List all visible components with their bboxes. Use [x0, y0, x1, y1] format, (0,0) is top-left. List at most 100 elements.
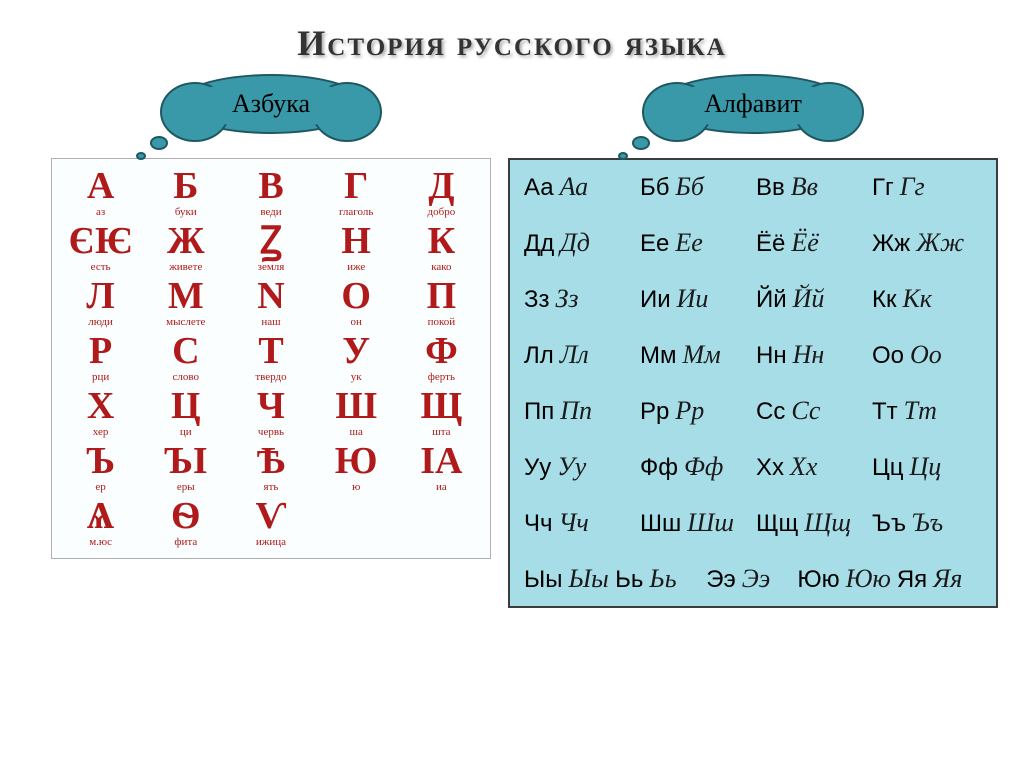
azbuka-panel: Азбука АазБбукиВведиГглагольДдоброЄѤесть…: [41, 74, 501, 608]
alphabet-print: Аа: [524, 174, 554, 202]
alphabet-print: Зз: [524, 286, 550, 314]
alphabet-cursive: Ээ: [742, 564, 771, 594]
azbuka-cell: Введи: [228, 167, 313, 218]
azbuka-cell: Щшта: [399, 387, 484, 438]
alphabet-cell: ЪъЪъ: [872, 508, 982, 538]
alphabet-print: Шш: [640, 510, 681, 538]
alphabet-cell: ПпПп: [524, 396, 634, 426]
alphabet-cursive: Ыы: [569, 564, 609, 594]
alphabet-cell: АаАа: [524, 172, 634, 202]
azbuka-letter: Б: [143, 167, 228, 205]
alphabet-print: Ъъ: [872, 510, 906, 538]
alphabet-cell: ЁёЁё: [756, 228, 866, 258]
azbuka-letter: П: [399, 277, 484, 315]
azbuka-letter: Г: [314, 167, 399, 205]
azbuka-letter: Л: [58, 277, 143, 315]
alphabet-cell: БбБб: [640, 172, 750, 202]
azbuka-letter-name: како: [399, 262, 484, 273]
azbuka-letter-name: есть: [58, 262, 143, 273]
alphabet-cursive: Юю: [846, 564, 891, 594]
alphabet-print: Дд: [524, 230, 554, 258]
azbuka-cell: Ъер: [58, 442, 143, 493]
alphabet-print: Фф: [640, 454, 678, 482]
azbuka-cell: Ккако: [399, 222, 484, 273]
azbuka-letter: Ш: [314, 387, 399, 425]
azbuka-cloud: Азбука: [176, 74, 366, 152]
alphabet-cell: ЕеЕе: [640, 228, 750, 258]
alphabet-cursive: Уу: [557, 452, 586, 482]
content-row: Азбука АазБбукиВведиГглагольДдоброЄѤесть…: [0, 74, 1024, 608]
alphabet-cursive: Чч: [559, 508, 589, 538]
alphabet-cursive: Пп: [560, 396, 592, 426]
alphabet-cursive: Вв: [791, 172, 818, 202]
azbuka-cell: Шша: [314, 387, 399, 438]
azbuka-cell: Сслово: [143, 332, 228, 383]
azbuka-letter: Н: [314, 222, 399, 260]
alphabet-print: Тт: [872, 398, 898, 426]
alphabet-print: Вв: [756, 174, 785, 202]
alphabet-cell: ЩщЩщ: [756, 508, 866, 538]
alphabet-cell: КкКк: [872, 284, 982, 314]
azbuka-letter: Х: [58, 387, 143, 425]
alphabet-print: Йй: [756, 286, 787, 314]
azbuka-letter: Т: [228, 332, 313, 370]
alphabet-print: Сс: [756, 398, 785, 426]
azbuka-cell: Ппокой: [399, 277, 484, 328]
alphabet-cursive: Бб: [676, 172, 704, 202]
azbuka-cell: Nнаш: [228, 277, 313, 328]
alphabet-print: Цц: [872, 454, 904, 482]
alphabet-print: Юю: [797, 566, 839, 594]
alphabet-print: Кк: [872, 286, 896, 314]
azbuka-letter-name: мыслете: [143, 317, 228, 328]
page-title: История русского языка: [0, 0, 1024, 64]
alphabet-print: Ьь: [615, 566, 643, 594]
azbuka-letter: ЪӀ: [143, 442, 228, 480]
alphabet-print: Хх: [756, 454, 784, 482]
alphabet-cursive: Фф: [684, 452, 723, 482]
alphabet-cell: ЧчЧч: [524, 508, 634, 538]
azbuka-letter: ЄѤ: [58, 222, 143, 260]
alphabet-cell: ЖжЖж: [872, 228, 982, 258]
azbuka-cell: Ллюди: [58, 277, 143, 328]
azbuka-letter: Ѳ: [143, 497, 228, 535]
alphabet-print: Нн: [756, 342, 787, 370]
alphabet-print: Ии: [640, 286, 671, 314]
azbuka-cell: Уук: [314, 332, 399, 383]
azbuka-letter: Ч: [228, 387, 313, 425]
alphabet-print: Уу: [524, 454, 551, 482]
azbuka-letter-name: буки: [143, 207, 228, 218]
azbuka-letter: ІА: [399, 442, 484, 480]
azbuka-cell: Ѵижица: [228, 497, 313, 548]
azbuka-letter-name: глаголь: [314, 207, 399, 218]
alphabet-cursive: Тт: [904, 396, 937, 426]
alphabet-cell: ЗзЗз: [524, 284, 634, 314]
azbuka-letter-name: ук: [314, 372, 399, 383]
azbuka-cell: Юю: [314, 442, 399, 493]
azbuka-letter-name: он: [314, 317, 399, 328]
azbuka-cell: Оон: [314, 277, 399, 328]
azbuka-letter-name: фита: [143, 537, 228, 548]
azbuka-letter-name: ферть: [399, 372, 484, 383]
alphabet-cell: ИиИи: [640, 284, 750, 314]
azbuka-letter-name: слово: [143, 372, 228, 383]
alphabet-grid-panel: АаАаБбБбВвВвГгГгДдДдЕеЕеЁёЁёЖжЖжЗзЗзИиИи…: [508, 158, 998, 608]
azbuka-cell: ІАиа: [399, 442, 484, 493]
azbuka-letter-name: м.юс: [58, 537, 143, 548]
alphabet-cell: НнНн: [756, 340, 866, 370]
azbuka-cloud-label: Азбука: [232, 89, 310, 119]
alphabet-cloud: Алфавит: [658, 74, 848, 152]
azbuka-letter-name: ер: [58, 482, 143, 493]
azbuka-grid: АазБбукиВведиГглагольДдоброЄѤестьЖживете…: [51, 158, 491, 559]
azbuka-letter: С: [143, 332, 228, 370]
azbuka-letter-name: еры: [143, 482, 228, 493]
alphabet-print: Мм: [640, 342, 677, 370]
alphabet-cell: ШшШш: [640, 508, 750, 538]
azbuka-letter-name: веди: [228, 207, 313, 218]
azbuka-cell: Ххер: [58, 387, 143, 438]
alphabet-cell: ЮюЮю: [797, 564, 890, 594]
azbuka-cell: Ниже: [314, 222, 399, 273]
alphabet-cell: ТтТт: [872, 396, 982, 426]
alphabet-cell: ЫыЫы: [524, 564, 609, 594]
azbuka-cell: ЄѤ есть: [58, 222, 143, 273]
alphabet-panel-wrap: Алфавит АаАаБбБбВвВвГгГгДдДдЕеЕеЁёЁёЖжЖж…: [523, 74, 983, 608]
